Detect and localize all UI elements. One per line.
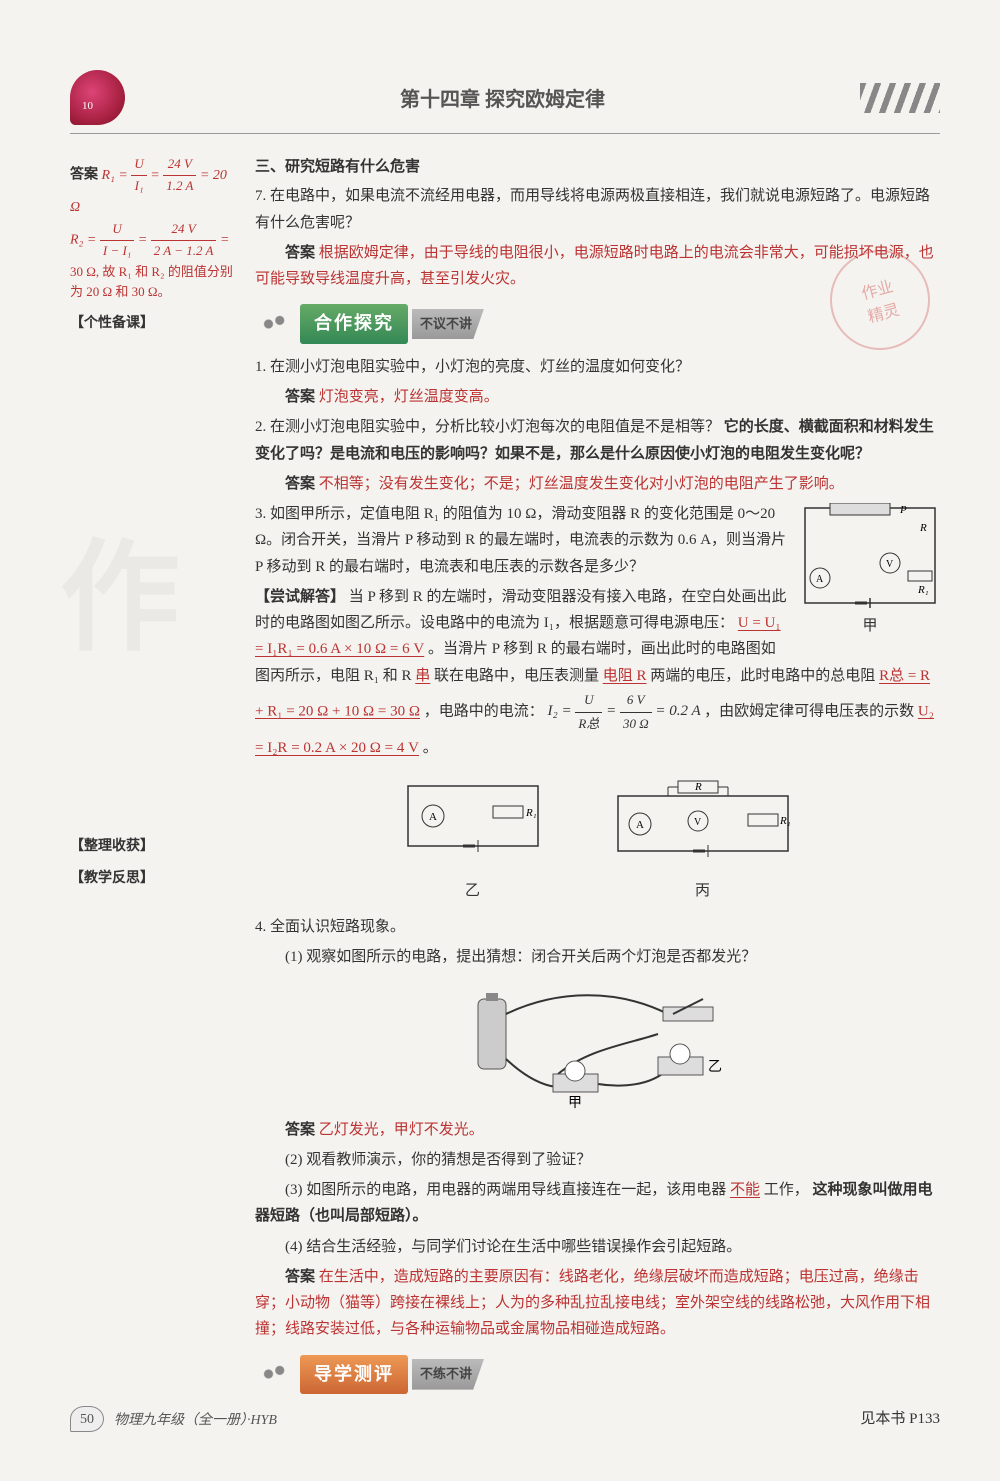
q3-frac-num: U (575, 689, 602, 713)
page-reference: 见本书 P133 (255, 1406, 940, 1432)
q3-blank2: 串 (415, 668, 430, 684)
circuit-jia-box: P R A V R₁ 甲 (800, 503, 940, 639)
r2-num: U (100, 219, 134, 241)
q3-res: = 0.2 A (655, 703, 700, 719)
svg-text:R: R (694, 781, 702, 793)
q7-text: 7. 在电路中，如果电流不流经用电器，而用导线将电源两极直接相连，我们就说电源短… (255, 183, 940, 236)
q3-try-3: 联在电路中，电压表测量 (434, 668, 599, 684)
r2-num2: 24 V (151, 219, 217, 241)
coop-banner-tag: 不议不讲 (412, 309, 484, 340)
r2-den2: 2 A − 1.2 A (151, 241, 217, 262)
q3-try-5: ，电路中的电流： (424, 703, 544, 719)
svg-text:R₁: R₁ (917, 584, 929, 596)
main-content: 三、研究短路有什么危害 7. 在电路中，如果电流不流经用电器，而用导线将电源两极… (255, 154, 940, 1432)
r1-den: I₁ (131, 176, 146, 197)
r2-den: I − I₁ (100, 241, 134, 262)
r2-result: 30 Ω, 故 R₁ 和 R₂ 的阻值分别为 20 Ω 和 30 Ω。 (70, 262, 240, 304)
q3-try-label: 【尝试解答】 (255, 589, 345, 605)
caption-jia: 甲 (800, 613, 940, 639)
page-footer: 50 物理九年级（全一册）·HYB (70, 1406, 277, 1432)
fish-logo-icon (70, 70, 125, 125)
q3-eq: = (606, 703, 616, 719)
svg-text:A: A (636, 819, 644, 831)
r1-num2: 24 V (163, 154, 196, 176)
q3-i2-lhs: I₂ = (548, 703, 572, 719)
coop-banner: 合作探究 不议不讲 (255, 304, 940, 344)
q3-blank3: 电阻 R (603, 668, 647, 684)
personal-prep-heading: 【个性备课】 (70, 313, 240, 335)
q4-1-answer: 乙灯发光，甲灯不发光。 (319, 1122, 484, 1138)
coop-q4: 4. 全面认识短路现象。 (255, 914, 940, 940)
book-label: 物理九年级（全一册）·HYB (114, 1409, 277, 1429)
banner-wave-icon (255, 306, 300, 342)
coop-q4-3b: 工作， (764, 1182, 809, 1198)
r2-lhs: R₂ = (70, 233, 96, 248)
q4-4-answer: 在生活中，造成短路的主要原因有：线路老化，绝缘层破坏而造成短路；电压过高，绝缘击… (255, 1269, 930, 1338)
q3-frac2-num: 6 V (620, 689, 652, 713)
r1-eq: = (150, 168, 159, 183)
q1-answer: 灯泡变亮，灯丝温度变高。 (319, 389, 499, 405)
circuit-bing-icon: A R V R₁ (608, 776, 798, 866)
header-stripes-icon (860, 83, 940, 113)
svg-text:R₁: R₁ (525, 807, 537, 819)
page-number: 50 (70, 1406, 104, 1432)
circuit-yi-icon: A R₁ (398, 776, 548, 866)
svg-text:A: A (816, 574, 824, 585)
caption-yi: 乙 (398, 878, 548, 904)
r1-den2: 1.2 A (163, 176, 196, 197)
q1-ans-label: 答案 (285, 389, 315, 405)
short-circuit-icon: 乙 甲 (458, 979, 738, 1109)
eval-banner-tag: 不练不讲 (412, 1359, 484, 1390)
circuit-row: A R₁ 乙 A R (255, 776, 940, 905)
page-header: 第十四章 探究欧姆定律 (70, 70, 940, 134)
chapter-title: 第十四章 探究欧姆定律 (145, 83, 860, 112)
reflection-heading: 【教学反思】 (70, 868, 240, 890)
coop-q4-1: (1) 观察如图所示的电路，提出猜想：闭合开关后两个灯泡是否都发光？ (255, 944, 940, 970)
r1-num: U (131, 154, 146, 176)
svg-text:甲: 甲 (568, 1096, 582, 1109)
eval-banner: 导学测评 不练不讲 (255, 1355, 940, 1395)
r2-tail: = (220, 233, 229, 248)
caption-bing: 丙 (608, 878, 798, 904)
coop-q4-3-blank: 不能 (730, 1182, 760, 1198)
eval-banner-title: 导学测评 (300, 1355, 408, 1395)
summary-heading: 【整理收获】 (70, 836, 240, 858)
svg-text:乙: 乙 (708, 1059, 722, 1075)
q3-frac-den: R总 (575, 713, 602, 736)
sidebar-answer-label: 答案 (70, 168, 98, 183)
q3-try-7: 。 (423, 740, 438, 756)
banner-wave-icon-2 (255, 1356, 300, 1392)
coop-q4-2: (2) 观看教师演示，你的猜想是否得到了验证？ (255, 1147, 940, 1173)
section3-title: 三、研究短路有什么危害 (255, 154, 940, 180)
coop-q1: 1. 在测小灯泡电阻实验中，小灯泡的亮度、灯丝的温度如何变化？ (255, 354, 940, 380)
svg-text:P: P (899, 504, 907, 516)
coop-q2a: 2. 在测小灯泡电阻实验中，分析比较小灯泡每次的电阻值是不是相等？ (255, 419, 720, 435)
svg-text:R₁: R₁ (779, 815, 791, 827)
q3-try-4: 两端的电压，此时电路中的总电阻 (650, 668, 875, 684)
coop-q4-4: (4) 结合生活经验，与同学们讨论在生活中哪些错误操作会引起短路。 (255, 1234, 940, 1260)
q2-ans-label: 答案 (285, 476, 315, 492)
svg-text:R: R (919, 522, 927, 534)
svg-text:A: A (429, 811, 437, 823)
circuit-jia-icon: P R A V R₁ (800, 503, 940, 613)
svg-text:V: V (886, 559, 894, 570)
q4-1-ans-label: 答案 (285, 1122, 315, 1138)
short-circuit-illustration: 乙 甲 (255, 979, 940, 1109)
r2-eq: = (138, 233, 147, 248)
q7-ans-label: 答案 (285, 245, 315, 261)
q4-4-ans-label: 答案 (285, 1269, 315, 1285)
q3-try-6: ，由欧姆定律可得电压表的示数 (704, 703, 914, 719)
coop-banner-title: 合作探究 (300, 304, 408, 344)
q7-answer: 根据欧姆定律，由于导线的电阻很小，电源短路时电路上的电流会非常大，可能损坏电源，… (255, 245, 934, 287)
q3-frac2-den: 30 Ω (620, 713, 652, 736)
q2-answer: 不相等；没有发生变化；不是；灯丝温度发生变化对小灯泡的电阻产生了影响。 (319, 476, 844, 492)
coop-q4-3a: (3) 如图所示的电路，用电器的两端用导线直接连在一起，该用电器 (285, 1182, 726, 1198)
sidebar: 答案 R₁ = UI₁ = 24 V1.2 A = 20 Ω R₂ = UI −… (70, 154, 240, 1432)
svg-text:V: V (694, 817, 702, 828)
r1-lhs: R₁ = (102, 168, 128, 183)
